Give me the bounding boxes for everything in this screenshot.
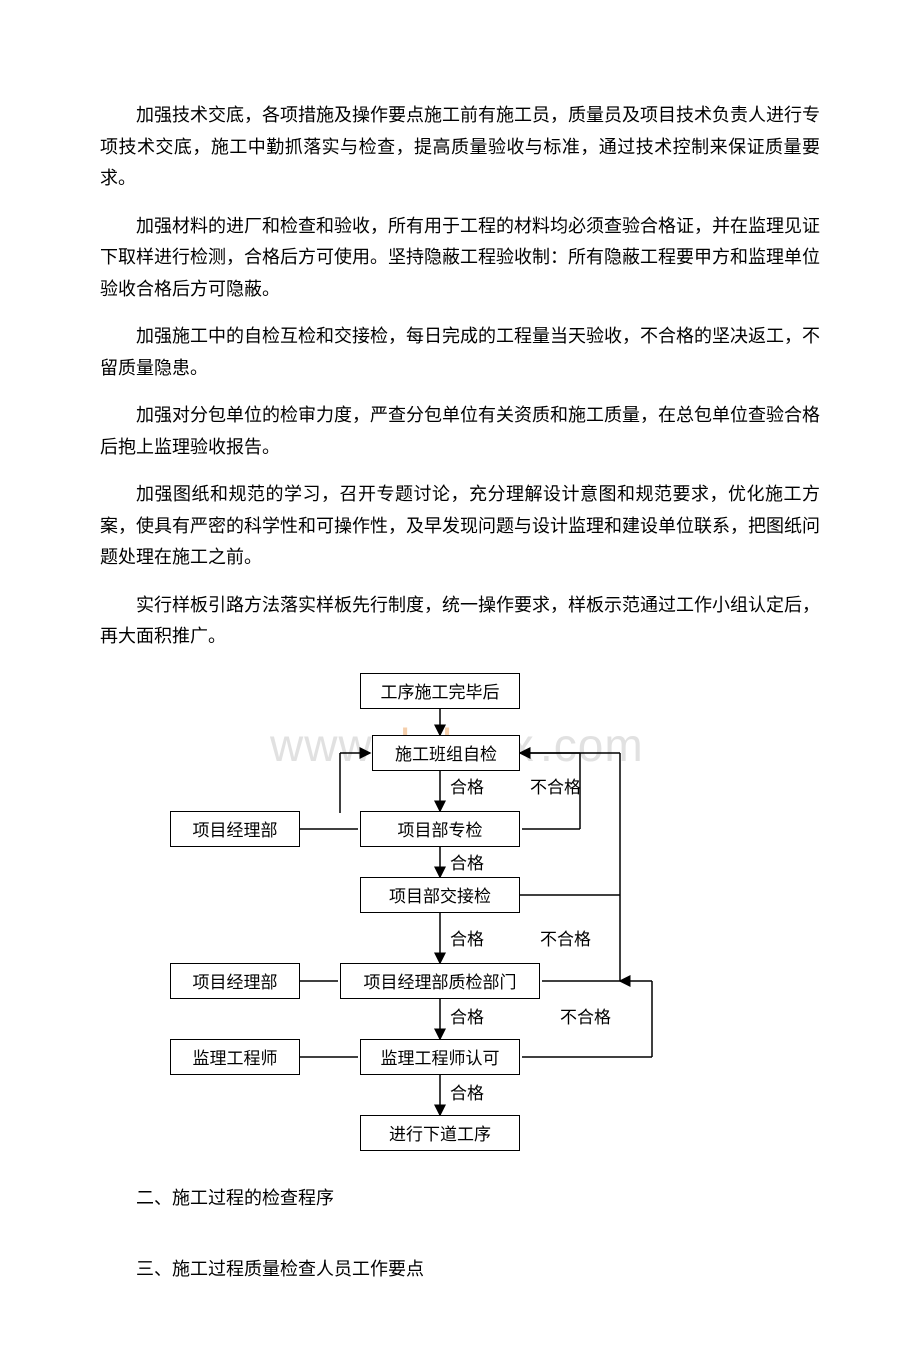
label-pass-1: 合格 [450,773,484,798]
document-page: 加强技术交底，各项措施及操作要点施工前有施工员，质量员及项目技术负责人进行专项技… [0,0,920,1364]
flow-node-supervisor: 监理工程师 [170,1039,300,1075]
paragraph-1: 加强技术交底，各项措施及操作要点施工前有施工员，质量员及项目技术负责人进行专项技… [100,100,820,195]
flow-node-qc-dept: 项目经理部质检部门 [340,963,540,999]
label-fail-2: 不合格 [540,925,591,950]
label-pass-5: 合格 [450,1079,484,1104]
flowchart: www. bd ocx .com [140,673,700,1163]
paragraph-5: 加强图纸和规范的学习，召开专题讨论，充分理解设计意图和规范要求，优化施工方案，使… [100,479,820,574]
flow-node-next-step: 进行下道工序 [360,1115,520,1151]
flow-node-pm-2: 项目经理部 [170,963,300,999]
label-fail-1: 不合格 [530,773,581,798]
paragraph-6: 实行样板引路方法落实样板先行制度，统一操作要求，样板示范通过工作小组认定后，再大… [100,590,820,653]
flow-node-handover-check: 项目部交接检 [360,877,520,913]
flow-node-pm-1: 项目经理部 [170,811,300,847]
label-fail-3: 不合格 [560,1003,611,1028]
label-pass-2: 合格 [450,849,484,874]
flow-node-supervisor-approve: 监理工程师认可 [360,1039,520,1075]
flow-node-dept-check: 项目部专检 [360,811,520,847]
flow-node-start: 工序施工完毕后 [360,673,520,709]
paragraph-2: 加强材料的进厂和检查和验收，所有用于工程的材料均必须查验合格证，并在监理见证下取… [100,211,820,306]
label-pass-3: 合格 [450,925,484,950]
watermark-part-1: www. [270,718,384,772]
section-heading-3: 三、施工过程质量检查人员工作要点 [100,1254,820,1286]
flow-node-self-check: 施工班组自检 [372,735,520,771]
watermark-part-4: .com [540,718,644,772]
paragraph-3: 加强施工中的自检互检和交接检，每日完成的工程量当天验收，不合格的坚决返工，不留质… [100,321,820,384]
label-pass-4: 合格 [450,1003,484,1028]
paragraph-4: 加强对分包单位的检审力度，严查分包单位有关资质和施工质量，在总包单位查验合格后抱… [100,400,820,463]
section-heading-2: 二、施工过程的检查程序 [100,1183,820,1215]
